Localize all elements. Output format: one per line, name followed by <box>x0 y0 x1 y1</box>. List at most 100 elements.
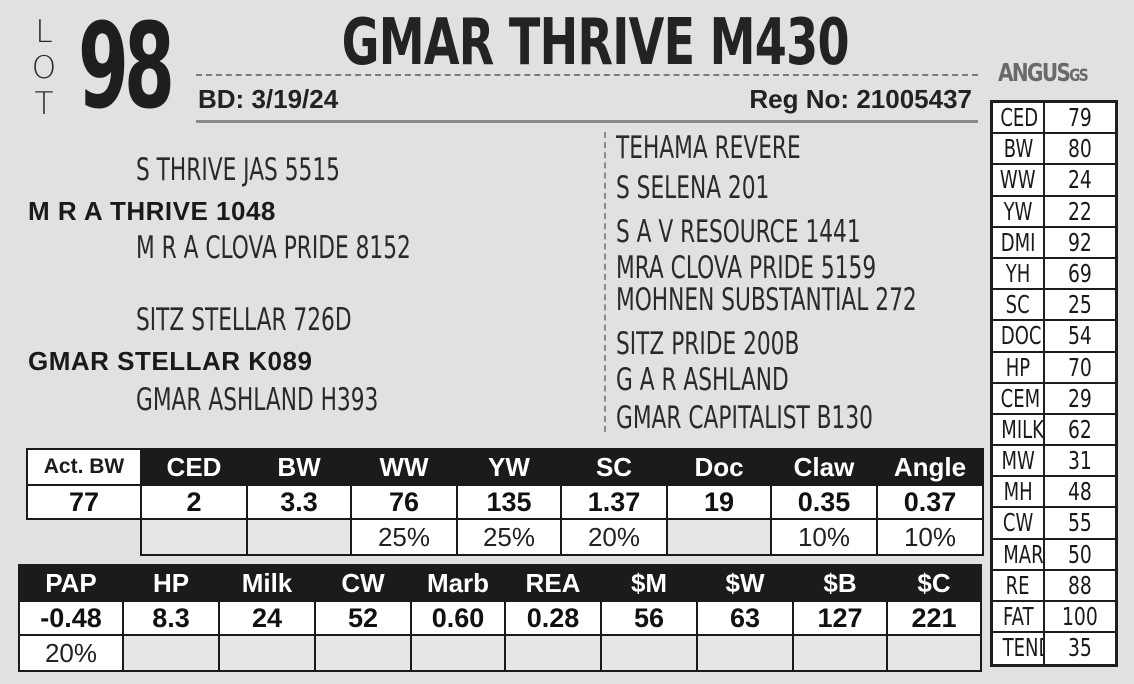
epd-percentile-table: CED 79 BW 80 WW 24 YW 22 DMI 92 YH 69 SC 25 DOC… <box>990 100 1118 668</box>
epd-value: 80 <box>1068 134 1092 164</box>
percent-cell: 25% <box>456 518 562 556</box>
epd-value: 92 <box>1068 227 1092 257</box>
birth-date-value: 3/19/24 <box>251 84 339 114</box>
performance-table: Act. BW CED BW WW YW SC Doc Claw Angle 7… <box>26 448 984 556</box>
epd-value: 31 <box>1068 446 1092 476</box>
epd-row: DMI 92 <box>993 227 1115 259</box>
epd-row: BW 80 <box>993 134 1115 166</box>
epd-label: MILK <box>993 414 1045 445</box>
header-cell: REA <box>504 564 602 602</box>
lot-label: L O T <box>30 14 58 122</box>
epd-value: 48 <box>1068 477 1092 507</box>
epd-label: BW <box>993 134 1045 164</box>
pedigree-dam: GMAR STELLAR K089 <box>28 346 313 376</box>
epd-label: YH <box>993 258 1045 289</box>
epd-row: SC 25 <box>993 290 1115 322</box>
header-cell: $B <box>792 564 888 602</box>
epd-row: YW 22 <box>993 196 1115 228</box>
value-cell: 135 <box>456 484 562 520</box>
percent-cell <box>886 634 982 672</box>
percent-cell <box>314 634 412 672</box>
percent-cell: 25% <box>350 518 458 556</box>
value-cell: 0.35 <box>770 484 878 520</box>
epd-value: 22 <box>1068 196 1092 226</box>
header-cell: BW <box>246 448 352 486</box>
epd-index-header-row: PAP HP Milk CW Marb REA $M $W $B $C <box>18 564 982 602</box>
percent-cell <box>140 518 248 556</box>
header-cell: YW <box>456 448 562 486</box>
header-cell: $M <box>600 564 698 602</box>
lot-number: 98 <box>78 0 175 135</box>
epd-row: MW 31 <box>993 446 1115 478</box>
epd-label: MARB <box>993 539 1045 569</box>
epd-value: 62 <box>1068 414 1092 444</box>
epd-index-table: PAP HP Milk CW Marb REA $M $W $B $C -0.4… <box>18 564 982 672</box>
pedigree-ancestor: S SELENA 201 <box>616 170 770 206</box>
header-cell: Claw <box>770 448 878 486</box>
pedigree-ancestor: MOHNEN SUBSTANTIAL 272 <box>616 282 917 318</box>
header-cell: WW <box>350 448 458 486</box>
percent-cell <box>246 518 352 556</box>
epd-row: CW 55 <box>993 508 1115 540</box>
epd-label: WW <box>993 165 1045 195</box>
epd-label: DOC <box>993 321 1045 351</box>
pedigree-ancestor: S A V RESOURCE 1441 <box>616 214 861 250</box>
value-cell: 127 <box>792 600 888 636</box>
epd-row: RE 88 <box>993 570 1115 602</box>
percent-cell <box>504 634 602 672</box>
value-cell: 1.37 <box>560 484 668 520</box>
epd-row: TEND 35 <box>993 633 1115 665</box>
value-cell: 24 <box>218 600 316 636</box>
percent-cell <box>410 634 506 672</box>
epd-label: MH <box>993 477 1045 507</box>
epd-value: 24 <box>1068 165 1092 195</box>
performance-value-row: 77 2 3.3 76 135 1.37 19 0.35 0.37 <box>26 484 984 520</box>
header-cell: PAP <box>18 564 124 602</box>
value-cell: 221 <box>886 600 982 636</box>
header-cell: Angle <box>876 448 984 486</box>
epd-value: 100 <box>1062 602 1098 631</box>
epd-row: CEM 29 <box>993 383 1115 415</box>
lot-letter: T <box>34 86 54 122</box>
header-cell: SC <box>560 448 668 486</box>
epd-label: RE <box>993 570 1045 600</box>
epd-label: CEM <box>993 383 1045 413</box>
percent-cell <box>666 518 772 556</box>
epd-value: 70 <box>1068 352 1092 382</box>
header-cell: HP <box>122 564 220 602</box>
pedigree-ancestor: GMAR CAPITALIST B130 <box>616 400 873 436</box>
angus-logo-text: ANGUSGS <box>998 58 1089 87</box>
value-cell: 0.37 <box>876 484 984 520</box>
epd-label: CED <box>993 103 1045 133</box>
percent-cell <box>218 634 316 672</box>
percent-cell <box>792 634 888 672</box>
performance-header-row: Act. BW CED BW WW YW SC Doc Claw Angle <box>26 448 984 486</box>
header-cell: Act. BW <box>26 448 142 486</box>
pedigree-divider <box>604 132 606 432</box>
percent-cell: 20% <box>560 518 668 556</box>
epd-label: DMI <box>993 227 1045 257</box>
header-cell: CED <box>140 448 248 486</box>
epd-row: CED 79 <box>993 103 1115 135</box>
registration-value: 21005437 <box>856 84 972 114</box>
percent-cell: 10% <box>876 518 984 556</box>
epd-value: 54 <box>1068 321 1092 351</box>
percent-cell: 10% <box>770 518 878 556</box>
pedigree-dam-sire: SITZ STELLAR 726D <box>136 302 352 338</box>
pedigree-sire-sire: S THRIVE JAS 5515 <box>136 152 340 188</box>
value-cell: 0.60 <box>410 600 506 636</box>
epd-value: 29 <box>1068 383 1092 413</box>
epd-label: CW <box>993 508 1045 538</box>
value-cell: 52 <box>314 600 412 636</box>
registration-label: Reg No: <box>749 84 850 114</box>
epd-row: FAT 100 <box>993 602 1115 634</box>
registration-number: Reg No: 21005437 <box>749 84 972 115</box>
epd-label: MW <box>993 446 1045 476</box>
header-cell: Marb <box>410 564 506 602</box>
epd-index-value-row: -0.48 8.3 24 52 0.60 0.28 56 63 127 221 <box>18 600 982 636</box>
header-cell: Doc <box>666 448 772 486</box>
epd-label: TEND <box>993 633 1045 665</box>
value-cell: 19 <box>666 484 772 520</box>
epd-label: SC <box>993 290 1045 320</box>
performance-percentile-row: 25% 25% 20% 10% 10% <box>27 518 984 556</box>
